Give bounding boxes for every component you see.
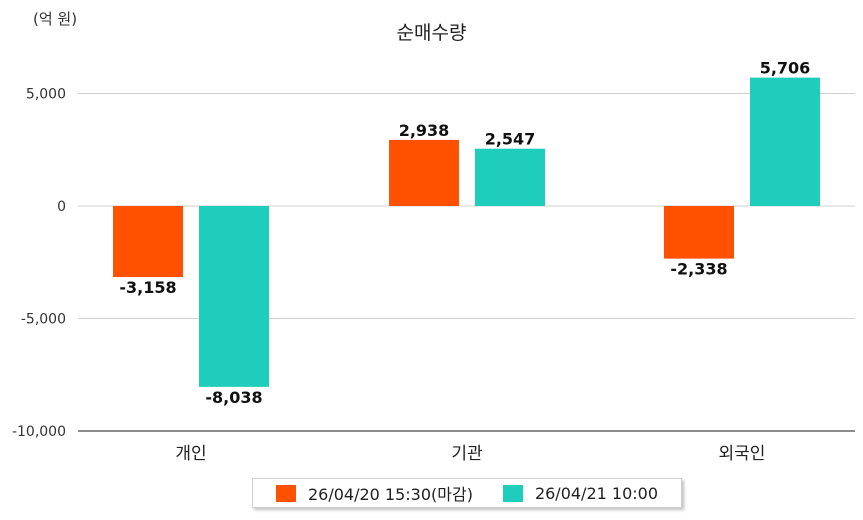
legend-item-series-2[interactable]: 26/04/21 10:00: [502, 483, 658, 503]
x-tick-label: 외국인: [719, 444, 766, 464]
y-tick-label: 0: [57, 199, 66, 215]
legend-swatch-series-2: [502, 484, 523, 502]
bar: [664, 206, 734, 259]
bar: [113, 206, 183, 278]
legend-swatch-series-1: [275, 484, 296, 502]
data-label: -2,338: [670, 260, 727, 279]
data-label: 2,938: [399, 121, 450, 140]
bar-chart: 5,000 0 -5,000 -10,000 개인 기관 외국인 -3,158 2,938 -2,…: [12, 59, 855, 464]
x-tick-label: 기관: [451, 444, 482, 464]
bar: [199, 206, 269, 387]
data-label: 2,547: [485, 130, 536, 149]
y-tick-label: 5,000: [26, 87, 66, 103]
x-tick-label: 개인: [175, 444, 206, 464]
unit-label: (억 원): [33, 10, 78, 28]
legend-label-series-1: 26/04/20 15:30(마감): [307, 485, 473, 504]
legend-item-series-1[interactable]: 26/04/20 15:30(마감): [275, 481, 473, 505]
chart-legend: 26/04/20 15:30(마감) 26/04/21 10:00: [252, 478, 682, 508]
y-tick-label: -10,000: [12, 424, 66, 440]
bar: [750, 77, 820, 207]
chart-title: 순매수량: [396, 22, 467, 44]
bar: [475, 148, 545, 206]
legend-label-series-2: 26/04/21 10:00: [534, 483, 658, 503]
y-tick-label: -5,000: [21, 312, 66, 328]
data-label: 5,706: [760, 59, 811, 78]
data-label: -8,038: [205, 388, 262, 407]
bar: [389, 139, 459, 206]
data-label: -3,158: [119, 278, 176, 297]
